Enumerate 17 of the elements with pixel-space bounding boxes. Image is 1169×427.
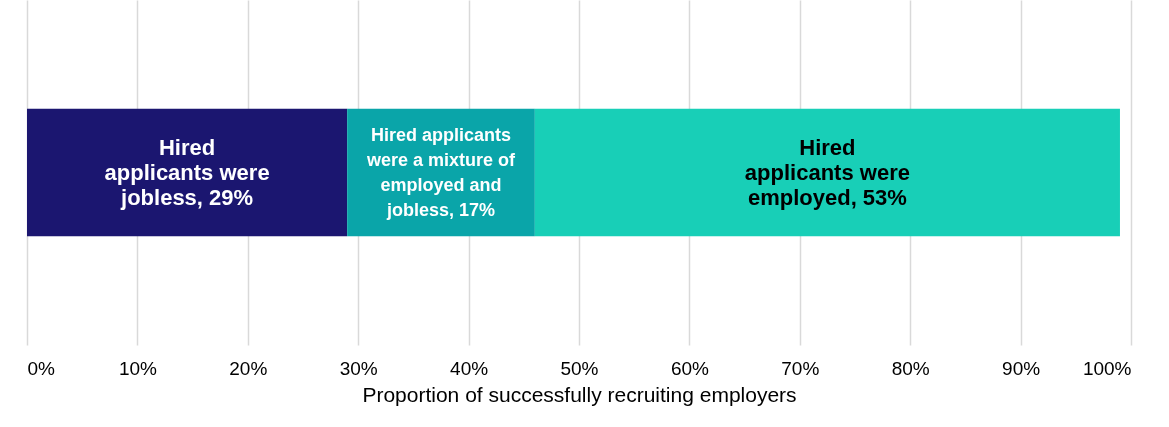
x-tick-label: 80%	[891, 357, 930, 379]
x-tick-label: 100%	[1082, 357, 1132, 379]
bar	[534, 108, 1120, 237]
x-tick-label: 70%	[781, 357, 820, 379]
x-tick-label: 90%	[1002, 357, 1041, 379]
x-axis-title: Proportion of successfully recruiting employers	[362, 382, 797, 406]
bar	[27, 108, 348, 237]
x-tick-label: 30%	[339, 357, 378, 379]
data-label: Hired applicants were employed, 53%	[744, 135, 910, 211]
x-tick-label: 10%	[118, 357, 158, 379]
x-tick-label: 60%	[670, 357, 710, 379]
data-label: Hired applicants were jobless, 29%	[104, 135, 270, 211]
x-tick-label: 50%	[560, 357, 599, 379]
data-label: Hired applicants were a mixture of employed and jobless, 17%	[365, 125, 517, 221]
x-tick-label: 0%	[27, 357, 56, 379]
x-tick-label: 40%	[450, 357, 489, 379]
x-tick-label: 20%	[229, 357, 268, 379]
